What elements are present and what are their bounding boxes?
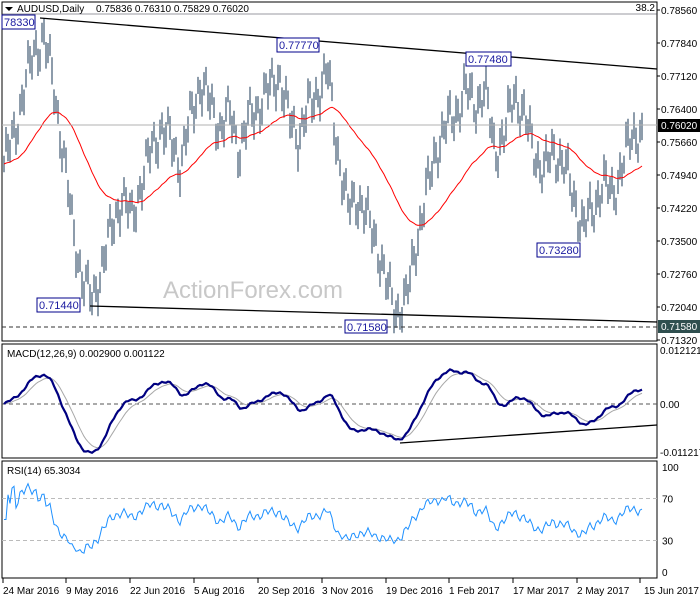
watermark: ActionForex.com (163, 277, 343, 304)
date-tick-label: 1 Feb 2017 (449, 586, 500, 597)
price-tick-label: 0.73500 (661, 237, 698, 248)
price-tick-label: 0.74940 (661, 171, 698, 182)
price-tick-label: 0.77120 (661, 72, 698, 83)
svg-text:78330: 78330 (4, 17, 35, 29)
indicator-series (2, 368, 657, 554)
chart-symbol: AUDUSD,Daily (17, 4, 84, 15)
date-tick-label: 3 Nov 2016 (322, 586, 374, 597)
price-tick-label: 0.77840 (661, 39, 698, 50)
macd-tick-label: -0.011217 (660, 448, 700, 459)
price-tick-label: 0.72760 (661, 270, 698, 281)
rsi-line (4, 482, 643, 554)
macd-trendline (399, 424, 658, 444)
rsi-tick-label: 0 (662, 568, 668, 579)
rsi-tick-label: 100 (662, 463, 679, 474)
macd-signal-line (3, 372, 643, 449)
lower-trendline (89, 305, 658, 323)
date-tick-label: 9 May 2016 (66, 586, 119, 597)
price-tick-label: 0.75660 (661, 138, 698, 149)
current-price-badge (658, 119, 700, 132)
price-series (3, 18, 643, 334)
rsi-title: RSI(14) 65.3034 (7, 466, 81, 477)
price-tick-label: 0.76400 (661, 105, 698, 116)
fib-label: 38.2 (636, 3, 656, 14)
annotation-77770: 0.77770 (276, 37, 320, 53)
price-tick-label: 0.71320 (661, 336, 698, 347)
macd-tick-label: 0.012121 (660, 346, 700, 357)
price-tick-label: 0.78560 (661, 6, 698, 17)
support-price-badge (658, 320, 700, 333)
axes: 0.78560 0.77840 0.77120 0.76400 0.75660 0.749… (2, 6, 700, 597)
date-tick-label: 5 Aug 2016 (194, 586, 245, 597)
collapse-triangle-icon[interactable] (5, 7, 13, 11)
chart-ohlc: 0.75836 0.76310 0.75829 0.76020 (96, 4, 249, 15)
rsi-tick-label: 70 (662, 495, 674, 506)
date-tick-label: 24 Mar 2016 (3, 586, 60, 597)
moving-average-line (3, 106, 643, 226)
date-tick-label: 2 May 2017 (577, 586, 630, 597)
date-tick-label: 19 Dec 2016 (386, 586, 443, 597)
price-tick-label: 0.72040 (661, 303, 698, 314)
date-tick-label: 17 Mar 2017 (513, 586, 570, 597)
date-tick-label: 15 Jun 2017 (644, 586, 699, 597)
price-tick-label: 0.74220 (661, 204, 698, 215)
annotation-78330: 78330 (1, 14, 36, 30)
support-price-value: 0.71580 (661, 322, 698, 333)
svg-text:0.77480: 0.77480 (468, 54, 508, 66)
upper-trendline (39, 17, 658, 70)
macd-panel (1, 343, 658, 459)
svg-text:0.71580: 0.71580 (347, 322, 387, 334)
macd-main-line (3, 368, 643, 455)
current-price-value: 0.76020 (661, 121, 698, 132)
annotation-73280: 0.73280 (536, 242, 581, 258)
rsi-tick-label: 30 (662, 537, 674, 548)
date-tick-label: 22 Jun 2016 (130, 586, 185, 597)
annotation-71440: 0.71440 (36, 297, 81, 313)
date-tick-label: 20 Sep 2016 (258, 586, 315, 597)
svg-text:0.71440: 0.71440 (39, 300, 79, 312)
macd-title: MACD(12,26,9) 0.002900 0.001122 (7, 349, 165, 360)
rsi-panel (1, 460, 658, 579)
macd-tick-label: 0.00 (660, 400, 680, 411)
annotation-71580: 0.71580 (344, 319, 388, 334)
svg-text:0.77770: 0.77770 (279, 40, 319, 52)
annotation-77480: 0.77480 (465, 51, 512, 67)
svg-text:0.73280: 0.73280 (539, 245, 579, 257)
